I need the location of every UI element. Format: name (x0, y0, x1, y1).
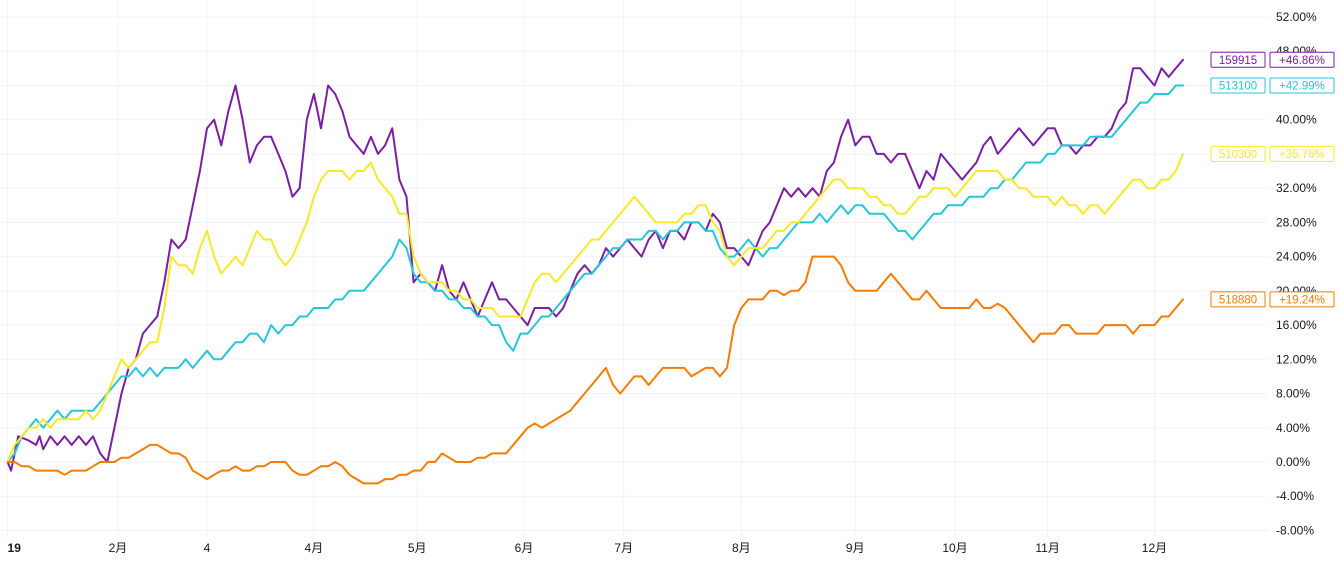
y-tick-label: 28.00% (1276, 215, 1317, 229)
y-tick-label: -8.00% (1276, 523, 1314, 537)
y-tick-label: 8.00% (1276, 387, 1310, 401)
y-tick-label: 32.00% (1276, 181, 1317, 195)
x-tick-label: 7月 (614, 541, 633, 555)
x-tick-label: 5月 (408, 541, 427, 555)
badge-code-box (1210, 291, 1266, 308)
x-tick-label: 4 (204, 541, 211, 555)
y-tick-label: 12.00% (1276, 352, 1317, 366)
badge-value-text: +42.99% (1279, 80, 1325, 92)
y-tick-label: 16.00% (1276, 318, 1317, 332)
badge-value-box (1269, 291, 1335, 308)
y-axis: 52.00%48.00%44.00%40.00%36.00%32.00%28.0… (1276, 10, 1317, 537)
badge-code-box (1210, 51, 1266, 68)
x-tick-label: 10月 (942, 541, 967, 555)
badge-value-box (1269, 77, 1335, 94)
y-tick-label: -4.00% (1276, 489, 1314, 503)
badge-code-box (1210, 77, 1266, 94)
badge-code-box (1210, 145, 1266, 162)
x-tick-label: 11月 (1035, 541, 1059, 555)
badge-value-text: +46.86% (1279, 55, 1325, 67)
badge-value-text: +35.76% (1279, 149, 1325, 161)
y-tick-label: 0.00% (1276, 455, 1310, 469)
plot-area (6, 58, 1184, 485)
badge-code-text: 518880 (1219, 294, 1257, 306)
series-line-510300[interactable] (6, 152, 1184, 463)
x-axis: 19 2月 4 4月 5月 6月 7月 8月 9月 10月 11月 12月 (8, 541, 1168, 555)
series-line-513100[interactable] (6, 84, 1184, 463)
last-value-badge-159915: 159915 +46.86% (1210, 51, 1335, 68)
last-value-badge-513100: 513100 +42.99% (1210, 77, 1335, 94)
x-tick-label: 19 (8, 541, 22, 555)
grid (0, 0, 1268, 538)
last-value-badge-518880: 518880 +19.24% (1210, 291, 1335, 308)
last-value-badges: 159915 +46.86%513100 +42.99%510300 +35.76%5… (1210, 51, 1335, 308)
y-tick-label: 40.00% (1276, 113, 1317, 127)
badge-code-text: 510300 (1219, 149, 1257, 161)
y-tick-label: 52.00% (1276, 10, 1317, 24)
badge-value-box (1269, 145, 1335, 162)
x-tick-label: 12月 (1142, 541, 1167, 555)
x-tick-label: 2月 (109, 541, 128, 555)
x-tick-label: 6月 (515, 541, 534, 555)
badge-code-text: 159915 (1219, 55, 1257, 67)
badge-value-box (1269, 51, 1335, 68)
x-tick-label: 9月 (846, 541, 865, 555)
badge-value-text: +19.24% (1279, 294, 1325, 306)
series-line-518880[interactable] (6, 255, 1184, 485)
y-tick-label: 24.00% (1276, 250, 1317, 264)
x-tick-label: 4月 (305, 541, 324, 555)
y-tick-label: 4.00% (1276, 421, 1310, 435)
last-value-badge-510300: 510300 +35.76% (1210, 145, 1335, 162)
x-tick-label: 8月 (732, 541, 751, 555)
badge-code-text: 513100 (1219, 80, 1257, 92)
